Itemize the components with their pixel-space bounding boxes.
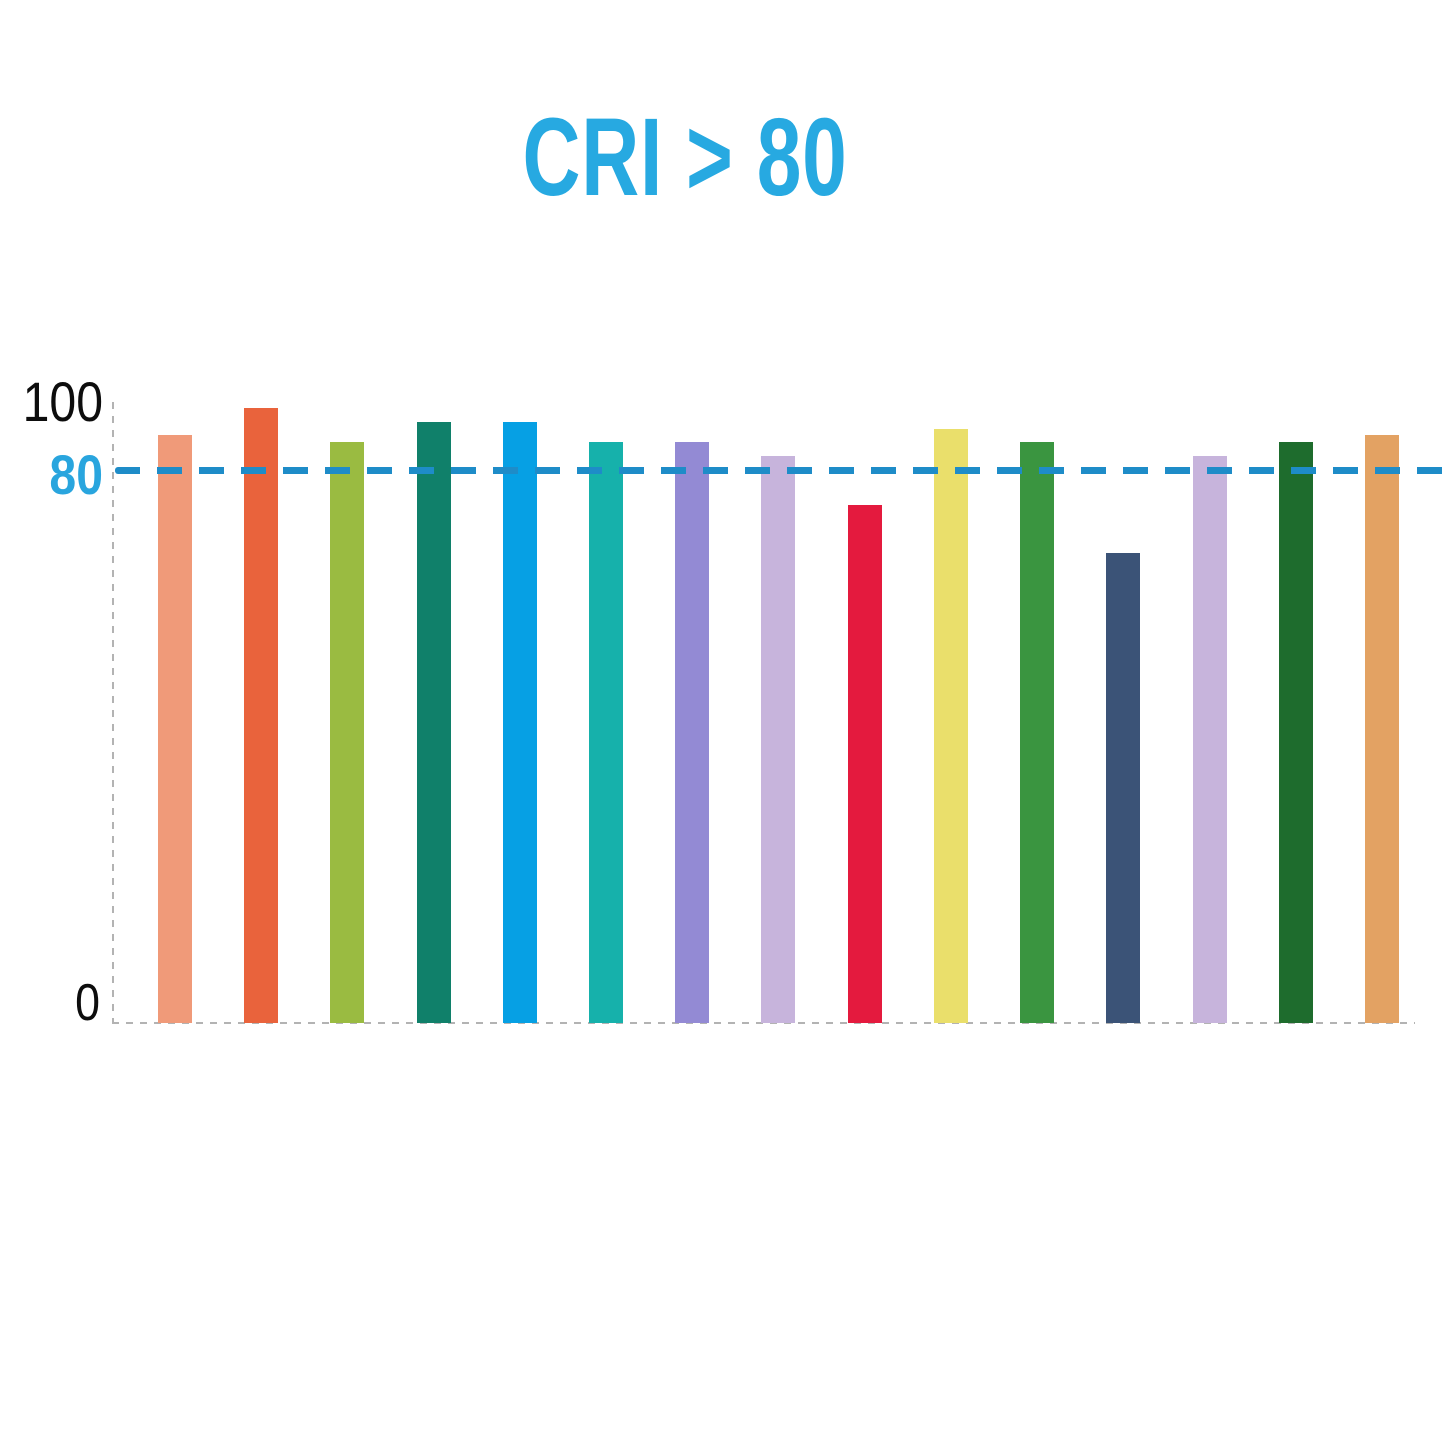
bar-9 bbox=[848, 505, 882, 1023]
bar-13 bbox=[1193, 456, 1227, 1023]
bar-12 bbox=[1106, 553, 1140, 1023]
chart-title: CRI > 80 bbox=[522, 96, 848, 219]
bar-5 bbox=[503, 422, 537, 1023]
y-axis-tick-0: 0 bbox=[75, 974, 100, 1032]
bar-6 bbox=[589, 442, 623, 1023]
cri-80-reference-line bbox=[115, 467, 1445, 474]
bar-1 bbox=[158, 435, 192, 1023]
y-axis-tick-80: 80 bbox=[49, 443, 103, 506]
bar-7 bbox=[675, 442, 709, 1023]
bar-10 bbox=[934, 429, 968, 1023]
bar-15 bbox=[1365, 435, 1399, 1023]
y-axis-tick-100: 100 bbox=[22, 370, 103, 433]
bar-8 bbox=[761, 456, 795, 1023]
bar-2 bbox=[244, 408, 278, 1023]
bar-11 bbox=[1020, 442, 1054, 1023]
bar-4 bbox=[417, 422, 451, 1023]
y-axis-line bbox=[112, 402, 114, 1024]
bar-3 bbox=[330, 442, 364, 1023]
x-axis-baseline bbox=[112, 1022, 1415, 1024]
bar-14 bbox=[1279, 442, 1313, 1023]
